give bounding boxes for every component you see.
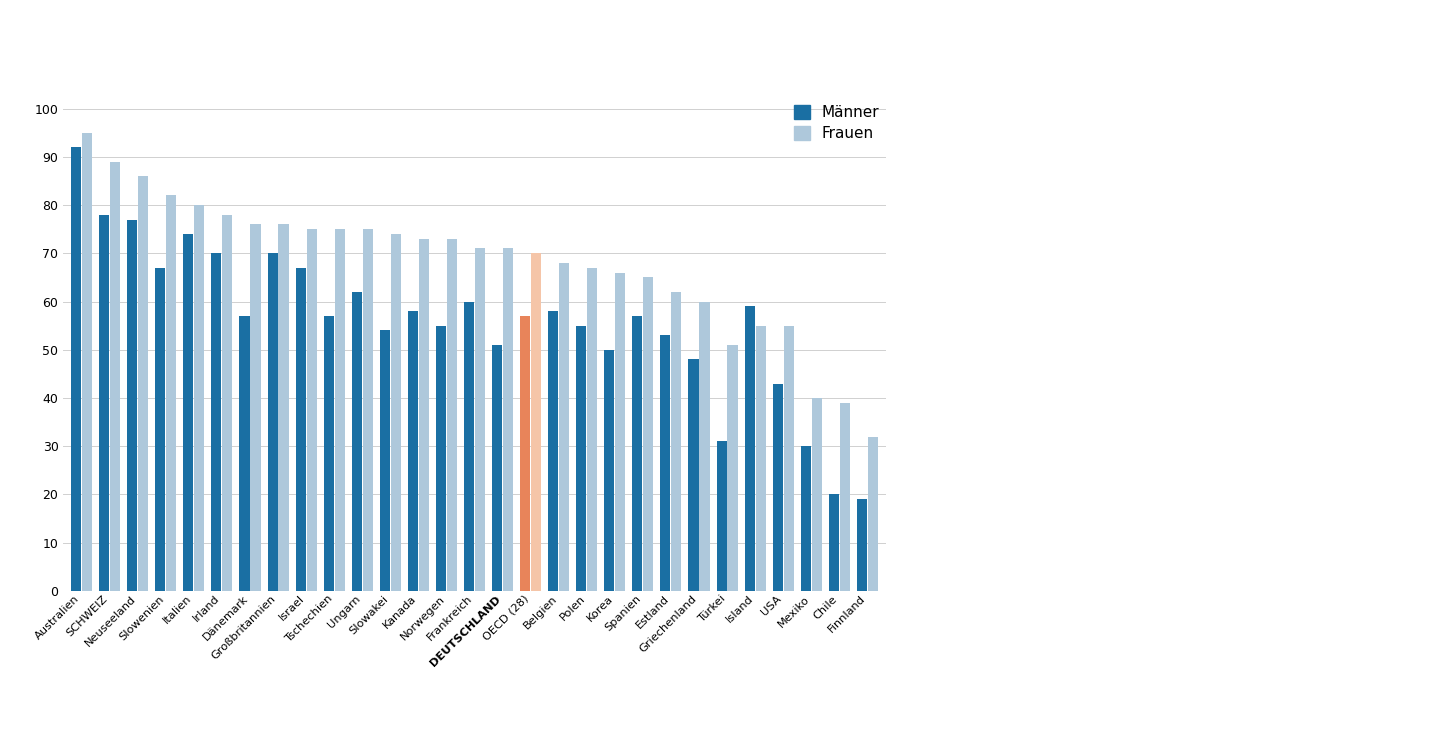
Bar [295, 268, 305, 591]
Bar [239, 316, 249, 591]
Bar [268, 253, 278, 591]
Bar [503, 249, 513, 591]
Bar [127, 219, 137, 591]
Bar [717, 441, 727, 591]
Bar [99, 215, 109, 591]
Bar [278, 225, 288, 591]
Bar [744, 306, 755, 591]
Bar [671, 292, 681, 591]
Bar [857, 499, 867, 591]
Bar [801, 446, 811, 591]
Bar [829, 495, 840, 591]
Text: >>: >> [26, 29, 91, 68]
Bar [212, 253, 222, 591]
Bar [812, 398, 822, 591]
Bar [840, 403, 850, 591]
Bar [615, 272, 625, 591]
Bar [783, 326, 793, 591]
Bar [183, 234, 193, 591]
Bar [868, 437, 878, 591]
Bar [251, 225, 261, 591]
Bar [549, 311, 559, 591]
Text: Vitamine naschen: Vitamine naschen [69, 12, 405, 45]
Bar [464, 302, 474, 591]
Bar [222, 215, 232, 591]
Bar [390, 234, 400, 591]
Bar [363, 229, 373, 591]
Bar [194, 205, 204, 591]
Bar [559, 263, 569, 591]
Bar [324, 316, 334, 591]
Bar [109, 161, 120, 591]
Bar [334, 229, 344, 591]
Bar [632, 316, 642, 591]
Bar [408, 311, 418, 591]
Bar [531, 253, 541, 591]
Bar [661, 335, 671, 591]
Bar [492, 345, 503, 591]
Bar [307, 229, 317, 591]
Bar [688, 360, 698, 591]
Bar [475, 249, 485, 591]
Bar [82, 133, 92, 591]
Bar [380, 330, 390, 591]
Bar [419, 239, 429, 591]
Bar [166, 195, 176, 591]
Bar [644, 277, 654, 591]
Bar [727, 345, 737, 591]
Bar [156, 268, 166, 591]
Bar [71, 148, 81, 591]
Bar [605, 350, 615, 591]
Bar [588, 268, 598, 591]
Bar [138, 176, 148, 591]
Bar [436, 326, 446, 591]
Bar [520, 316, 530, 591]
Bar [773, 383, 783, 591]
Legend: Männer, Frauen: Männer, Frauen [788, 99, 886, 148]
Text: Täglicher Obstkonsum unter Erwachsenen, 2011 (oder nächstliegendes Jahr): Täglicher Obstkonsum unter Erwachsenen, … [69, 64, 707, 82]
Bar [700, 302, 710, 591]
Bar [756, 326, 766, 591]
Bar [576, 326, 586, 591]
Bar [351, 292, 361, 591]
Bar [446, 239, 456, 591]
